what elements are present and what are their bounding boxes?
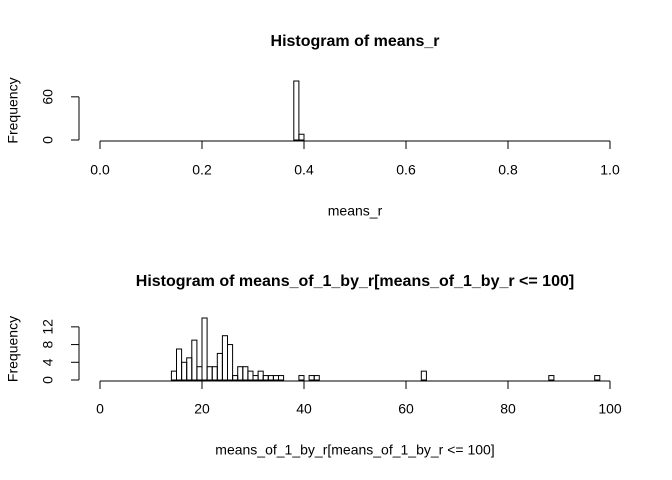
histogram-bar (308, 375, 315, 381)
histogram-bar (420, 370, 427, 381)
histogram-bar (170, 370, 177, 381)
histogram-bar (216, 352, 223, 381)
histogram-bar (313, 375, 320, 381)
histogram-bar (548, 375, 555, 381)
histogram-bar (201, 317, 208, 381)
histogram-bar (221, 335, 228, 381)
histogram-bar (293, 80, 300, 141)
histogram-bar (278, 375, 285, 381)
y-tick-label: 0 (40, 376, 56, 384)
x-tick-label: 0.2 (192, 162, 212, 178)
y-tick-label: 8 (40, 340, 56, 348)
histogram-bar (211, 366, 218, 381)
histogram-bar (176, 348, 183, 381)
histogram-bar (262, 375, 269, 381)
histogram-bar (181, 361, 188, 381)
y-tick-label: 4 (40, 358, 56, 366)
x-tick-label: 0.6 (396, 162, 416, 178)
y-tick-label: 60 (40, 89, 56, 105)
histogram-bar (237, 366, 244, 381)
histogram-bar (252, 375, 259, 381)
x-tick-label: 0.4 (294, 162, 314, 178)
histogram-bar (196, 366, 203, 381)
histogram-bar (298, 375, 305, 381)
histogram-bar (232, 375, 239, 381)
histogram-bar (191, 339, 198, 381)
histogram-bar (186, 357, 193, 381)
histogram-bar (594, 375, 601, 381)
histogram-bar (242, 366, 249, 381)
histogram-bar (272, 375, 279, 381)
x-tick-label: 1.0 (600, 162, 620, 178)
chart-title: Histogram of means_of_1_by_r[means_of_1_… (136, 273, 574, 290)
x-tick-label: 60 (398, 401, 414, 417)
histogram-bar (267, 375, 274, 381)
histogram-bar (257, 370, 264, 381)
y-tick-label: 0 (40, 136, 56, 144)
x-tick-label: 0.0 (90, 162, 110, 178)
x-axis-label: means_r (328, 203, 383, 219)
x-tick-label: 40 (296, 401, 312, 417)
histogram-bar (298, 133, 305, 141)
x-tick-label: 100 (598, 401, 622, 417)
histogram-bar (247, 370, 254, 381)
x-tick-label: 20 (194, 401, 210, 417)
x-tick-label: 0 (96, 401, 104, 417)
histogram-bar (206, 366, 213, 381)
y-axis-label: Frequency (5, 77, 21, 143)
y-axis-label: Frequency (5, 316, 21, 382)
y-tick-label: 12 (40, 319, 56, 335)
x-tick-label: 80 (500, 401, 516, 417)
x-tick-label: 0.8 (498, 162, 518, 178)
histogram-bar (227, 344, 234, 381)
x-axis-label: means_of_1_by_r[means_of_1_by_r <= 100] (215, 442, 494, 458)
chart-title: Histogram of means_r (271, 33, 440, 50)
